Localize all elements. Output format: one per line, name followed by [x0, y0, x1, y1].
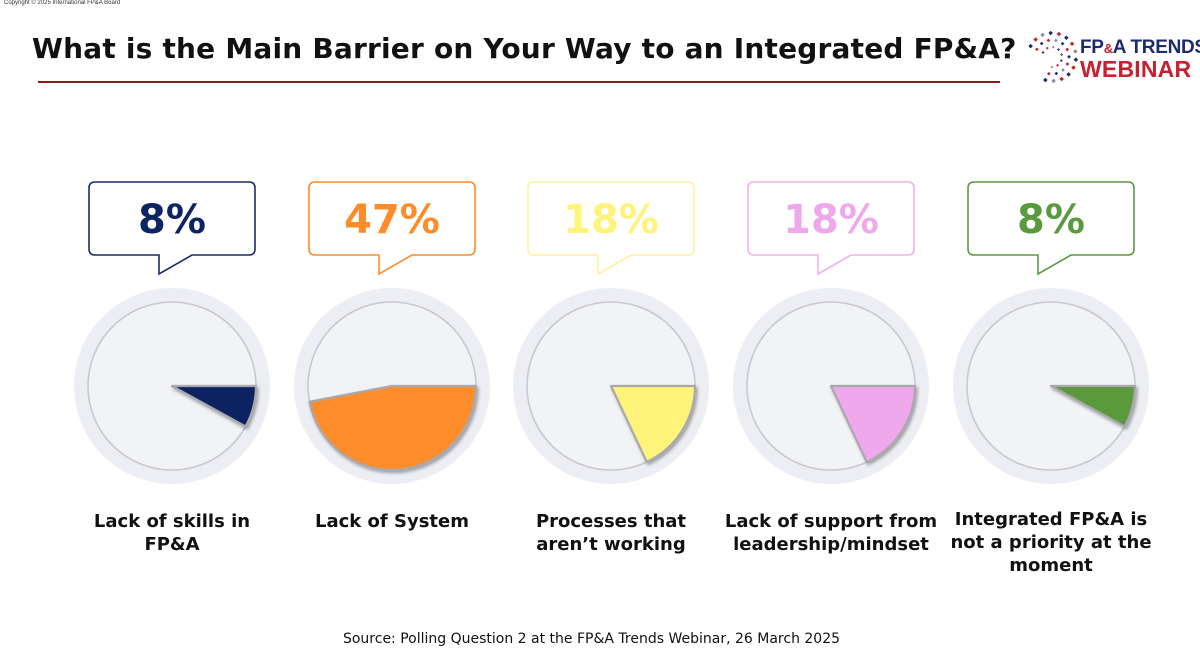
- pie-slice: [1049, 384, 1137, 428]
- value-label: 8%: [138, 197, 206, 243]
- category-label-line: aren’t working: [536, 534, 686, 555]
- category-label-line: Processes that: [535, 511, 687, 532]
- category-label: Lack of skills in FP&A: [57, 510, 287, 556]
- page-title: What is the Main Barrier on Your Way to …: [32, 32, 1017, 65]
- pie-slice: [609, 384, 697, 464]
- category-label-line: not a priority at the: [950, 532, 1152, 553]
- logo-dot: [1040, 32, 1045, 38]
- logo-text-line1: FP&A TRENDS: [1080, 37, 1200, 58]
- category-label-line: Integrated FP&A is: [954, 509, 1148, 530]
- logo-dot: [1065, 62, 1070, 66]
- value-callout-bubble: [967, 181, 1135, 276]
- category-label-line: moment: [1009, 555, 1093, 576]
- category-label-line: Lack of skills in: [93, 511, 251, 532]
- copyright-text: Copyright © 2025 International FP&A Boar…: [4, 0, 121, 6]
- logo-dot: [1028, 43, 1033, 49]
- category-label: Processes that aren’t working: [496, 510, 726, 556]
- logo-dot: [1057, 48, 1061, 51]
- category-label: Integrated FP&A is not a priority at the m…: [936, 508, 1166, 577]
- logo-dot: [1043, 77, 1048, 83]
- logo-dot: [1050, 65, 1054, 69]
- title-divider: [38, 81, 1000, 83]
- source-note: Source: Polling Question 2 at the FP&A T…: [342, 631, 841, 647]
- category-label: Lack of support from leadership/mindset: [716, 510, 946, 556]
- pie-slice: [308, 384, 478, 472]
- fpa-trends-webinar-logo: FP&A TRENDS WEBINAR: [1024, 24, 1200, 90]
- category-label-line: leadership/mindset: [733, 534, 929, 555]
- value-callout-bubble: [308, 181, 476, 276]
- category-label-line: Lack of support from: [724, 511, 938, 532]
- value-label: 18%: [783, 197, 879, 243]
- value-label: 8%: [1017, 197, 1085, 243]
- category-label-line: FP&A: [144, 534, 200, 555]
- category-label: Lack of System: [277, 510, 507, 533]
- logo-text-line2: WEBINAR: [1080, 56, 1192, 82]
- value-callout-bubble: [88, 181, 256, 276]
- pie-slice: [829, 384, 917, 464]
- logo-dot: [1060, 53, 1064, 57]
- category-label-line: Lack of System: [315, 511, 469, 532]
- value-callout-bubble: [527, 181, 695, 276]
- value-callout-bubble: [747, 181, 915, 276]
- pie-slice: [170, 384, 258, 428]
- logo-dot: [1048, 30, 1053, 36]
- value-label: 47%: [344, 197, 440, 243]
- circular-dots-logo-icon: [1028, 30, 1079, 84]
- value-label: 18%: [563, 197, 659, 243]
